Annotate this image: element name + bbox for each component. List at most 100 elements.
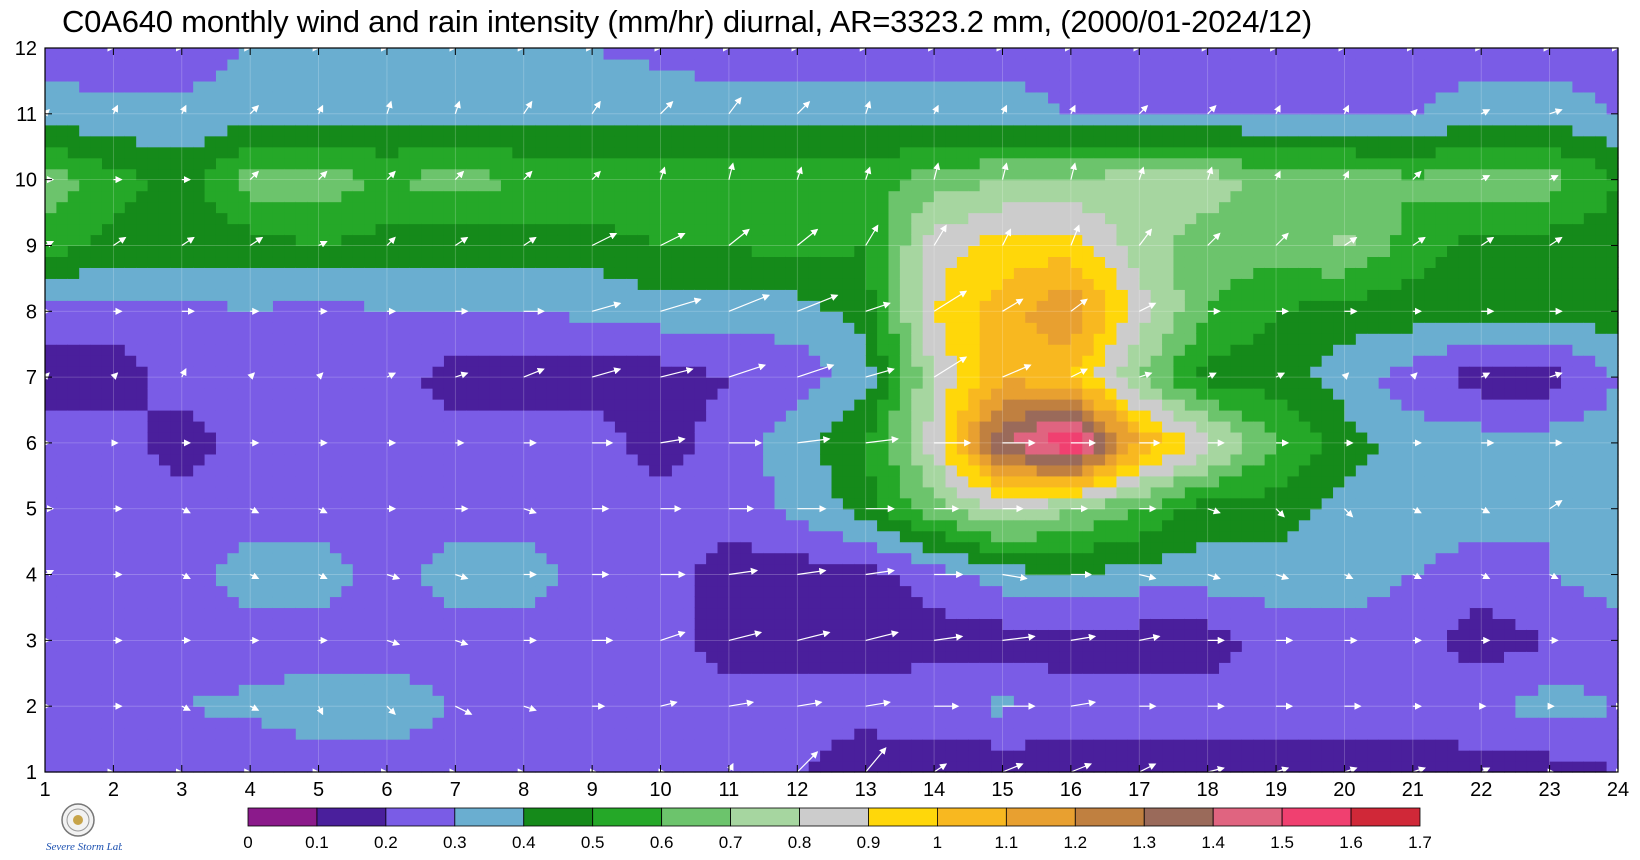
heat-cell — [740, 410, 753, 422]
heat-cell — [67, 69, 80, 82]
heat-cell — [535, 717, 548, 729]
heat-cell — [466, 344, 479, 356]
heat-cell — [899, 267, 912, 279]
heat-cell — [307, 750, 320, 762]
heat-cell — [626, 69, 639, 82]
heat-cell — [706, 223, 719, 236]
heat-cell — [215, 486, 228, 499]
heat-cell — [238, 190, 251, 203]
heat-cell — [500, 377, 513, 389]
heat-cell — [842, 300, 855, 312]
heat-cell — [455, 355, 468, 367]
heat-cell — [466, 300, 479, 312]
heat-cell — [535, 662, 548, 674]
heat-cell — [318, 563, 331, 576]
heat-cell — [113, 289, 126, 301]
heat-cell — [523, 497, 536, 510]
heat-cell — [603, 618, 616, 630]
heat-cell — [637, 640, 650, 652]
heat-cell — [147, 464, 160, 477]
heat-cell — [432, 212, 445, 225]
heat-cell — [113, 453, 126, 466]
heat-cell — [842, 574, 855, 587]
heat-cell — [683, 706, 696, 718]
heat-cell — [386, 399, 399, 411]
heat-cell — [90, 618, 103, 630]
heat-cell — [865, 355, 878, 367]
heat-cell — [877, 267, 890, 279]
heat-cell — [352, 750, 365, 762]
heat-cell — [683, 717, 696, 729]
heat-cell — [238, 651, 251, 663]
heat-cell — [238, 212, 251, 225]
heat-cell — [193, 563, 206, 576]
heat-cell — [158, 179, 171, 192]
heat-cell — [352, 519, 365, 532]
heat-cell — [877, 355, 890, 367]
heat-cell — [227, 278, 240, 290]
heat-cell — [318, 179, 331, 192]
heat-cell — [113, 124, 126, 137]
heat-cell — [797, 300, 810, 312]
heat-cell — [113, 574, 126, 587]
heat-cell — [569, 706, 582, 718]
heat-cell — [820, 168, 833, 181]
heat-cell — [671, 728, 684, 740]
heat-cell — [478, 530, 491, 543]
heat-cell — [101, 146, 114, 159]
heat-cell — [318, 530, 331, 543]
heat-cell — [45, 113, 57, 126]
heat-cell — [888, 629, 901, 641]
heat-cell — [90, 80, 103, 93]
heat-cell — [808, 113, 821, 126]
heat-cell — [409, 420, 422, 433]
heat-cell — [740, 420, 753, 433]
heat-cell — [603, 508, 616, 521]
heat-cell — [409, 717, 422, 729]
heat-cell — [56, 563, 69, 576]
heat-cell — [797, 695, 810, 707]
heat-cell — [398, 629, 411, 641]
heat-cell — [626, 333, 639, 345]
heat-cell — [158, 223, 171, 236]
heat-cell — [215, 146, 228, 159]
heat-cell — [101, 475, 114, 488]
heat-cell — [409, 410, 422, 422]
heat-cell — [637, 355, 650, 367]
heat-cell — [455, 706, 468, 718]
heat-cell — [785, 388, 798, 400]
heat-cell — [637, 651, 650, 663]
heat-cell — [261, 179, 274, 192]
heat-cell — [580, 366, 593, 378]
heat-cell — [329, 355, 342, 367]
heat-cell — [580, 58, 593, 71]
heat-cell — [797, 530, 810, 543]
heat-cell — [56, 58, 69, 71]
heat-cell — [466, 322, 479, 334]
heat-cell — [443, 256, 456, 268]
heat-cell — [215, 212, 228, 225]
heat-cell — [307, 267, 320, 279]
heat-cell — [865, 563, 878, 576]
heat-cell — [478, 420, 491, 433]
heat-cell — [318, 289, 331, 301]
heat-cell — [842, 344, 855, 356]
heat-cell — [649, 113, 662, 126]
heat-cell — [272, 684, 285, 696]
heat-cell — [238, 124, 251, 137]
heat-cell — [79, 684, 92, 696]
heat-cell — [557, 552, 570, 565]
heat-cell — [523, 91, 536, 104]
heat-cell — [147, 684, 160, 696]
heat-cell — [683, 234, 696, 247]
heat-cell — [728, 267, 741, 279]
heat-cell — [888, 541, 901, 554]
heat-cell — [79, 717, 92, 729]
heat-cell — [398, 333, 411, 345]
heat-cell — [694, 541, 707, 554]
heat-cell — [865, 179, 878, 192]
heat-cell — [580, 497, 593, 510]
heat-cell — [489, 48, 502, 60]
heat-cell — [261, 311, 274, 323]
heat-cell — [386, 585, 399, 598]
